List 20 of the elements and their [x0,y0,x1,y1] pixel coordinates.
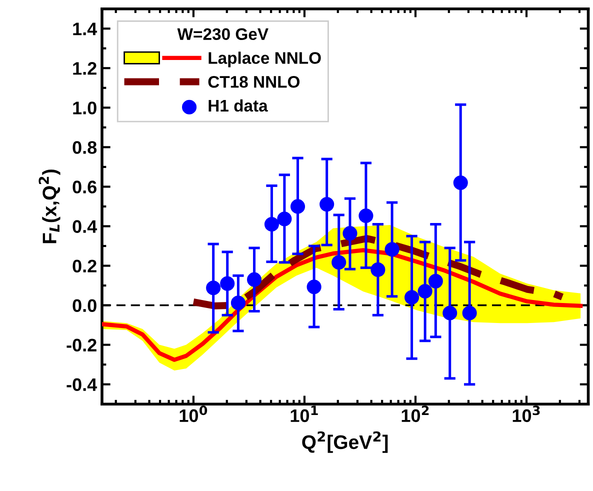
y-tick-label: 0.8 [72,141,97,154]
x-tick-label: 10$^{1}$ [290,406,318,422]
y-tick-label: 1.2 [73,62,96,75]
y-axis-title: F$_{L}$(x,Q$^{2}$) [38,170,60,244]
x-tick-label: 10$^{0}$ [180,406,208,422]
x-tick-label: 10$^{3}$ [512,406,540,422]
y-tick-label: -0.4 [66,378,98,392]
y-tick-label: 1.0 [73,102,96,114]
y-tick-label: 0.2 [72,260,96,272]
y-tick-label: 0.6 [72,180,96,194]
x-tick-label: 10$^{2}$ [402,406,429,422]
y-tick-label: 1.4 [73,22,98,36]
legend-label: CT18 NNLO [208,76,300,88]
x-axis-title: Q$^{2}$[GeV$^{2}$] [302,431,388,453]
legend-label: H1 data [208,99,268,112]
legend-label: Laplace NNLO [208,52,321,68]
y-tick-label: -0.2 [66,338,96,352]
y-tick-label: 0.0 [72,299,96,312]
legend-title: W=230 GeV [177,28,268,40]
y-tick-label: 0.4 [72,220,98,233]
